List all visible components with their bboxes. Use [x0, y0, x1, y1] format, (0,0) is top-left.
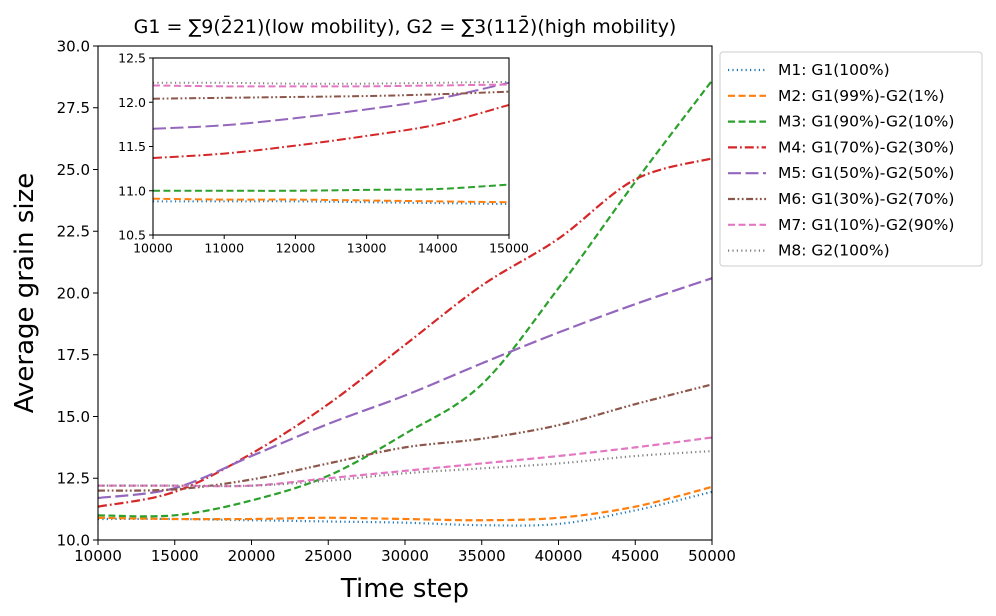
chart-title: G1 = ∑9(2̄21)(low mobility), G2 = ∑3(112… [134, 14, 677, 38]
inset-x-tick-label: 15000 [489, 241, 529, 256]
inset-series-line-7 [153, 83, 509, 88]
main-x-tick-label: 40000 [535, 547, 583, 565]
inset-x-tick-label: 14000 [418, 241, 458, 256]
inset-series-line-4 [153, 103, 509, 160]
legend-label-3: M3: G1(90%)-G2(10%) [778, 113, 954, 131]
main-plot: 10000 15000 20000 25000 30000 35000 40000 45000… [57, 37, 736, 565]
main-x-tick-label: 25000 [304, 547, 352, 565]
main-y-tick-label: 22.5 [57, 223, 90, 241]
inset-background [148, 58, 509, 235]
main-y-tick-label: 17.5 [57, 346, 90, 364]
main-series-line-3 [98, 79, 712, 518]
main-x-tick-label: 15000 [151, 547, 199, 565]
main-series-line-1 [98, 490, 712, 527]
main-y-tick-label: 12.5 [57, 470, 90, 488]
main-y-tick-label: 10.0 [57, 531, 90, 549]
inset-y-tick-label: 12.0 [118, 95, 146, 110]
inset-x-tick-label: 12000 [276, 241, 316, 256]
main-series-line-5 [98, 277, 712, 500]
main-x-tick-label: 20000 [228, 547, 276, 565]
inset-x-tick-label: 10000 [133, 241, 173, 256]
main-x-tick-label: 35000 [458, 547, 506, 565]
inset-series-line-2 [153, 197, 509, 204]
main-series-line-7 [98, 436, 712, 488]
main-series-line-6 [98, 383, 712, 492]
legend-label-7: M7: G1(10%)-G2(90%) [778, 216, 954, 234]
inset-series-line-5 [153, 81, 509, 130]
main-y-tick-label: 20.0 [57, 284, 90, 302]
legend-label-1: M1: G1(100%) [778, 61, 890, 79]
inset-x-tick-label: 11000 [204, 241, 244, 256]
y-axis-label: Average grain size [10, 173, 40, 414]
inset-y-tick-label: 10.5 [118, 228, 146, 243]
main-series-line-4 [98, 157, 712, 508]
main-y-tick-label: 25.0 [57, 161, 90, 179]
inset-y-tick-label: 12.5 [118, 51, 146, 66]
inset-y-tick-label: 11.0 [118, 183, 146, 198]
legend-items: M1: G1(100%) M2: G1(99%)-G2(1%) M3: G1(90%… [728, 61, 954, 260]
main-y-tick-label: 27.5 [57, 99, 90, 117]
main-y-tick-label: 30.0 [57, 37, 90, 55]
inset-plot: 10000 11000 12000 13000 14000 15000 10.5 11.0 11… [118, 51, 529, 256]
legend-frame [719, 51, 983, 267]
main-series-line-8 [98, 449, 712, 488]
main-series-line-2 [98, 485, 712, 522]
x-axis-label: Time step [340, 574, 469, 604]
legend-label-4: M4: G1(70%)-G2(30%) [778, 138, 954, 156]
main-y-tick-label: 15.0 [57, 408, 90, 426]
inset-y-tick-label: 11.5 [118, 139, 146, 154]
main-x-tick-label: 30000 [381, 547, 429, 565]
legend-label-2: M2: G1(99%)-G2(1%) [778, 87, 945, 105]
inset-series-line-6 [153, 90, 509, 100]
legend-label-5: M5: G1(50%)-G2(50%) [778, 164, 954, 182]
inset-series-line-3 [153, 183, 509, 192]
legend: M1: G1(100%) M2: G1(99%)-G2(1%) M3: G1(90%… [719, 51, 983, 267]
legend-label-8: M8: G2(100%) [778, 242, 890, 260]
main-x-tick-label: 10000 [74, 547, 122, 565]
main-x-tick-label: 50000 [688, 547, 736, 565]
legend-label-6: M6: G1(30%)-G2(70%) [778, 190, 954, 208]
main-x-tick-label: 45000 [611, 547, 659, 565]
inset-x-tick-label: 13000 [347, 241, 387, 256]
